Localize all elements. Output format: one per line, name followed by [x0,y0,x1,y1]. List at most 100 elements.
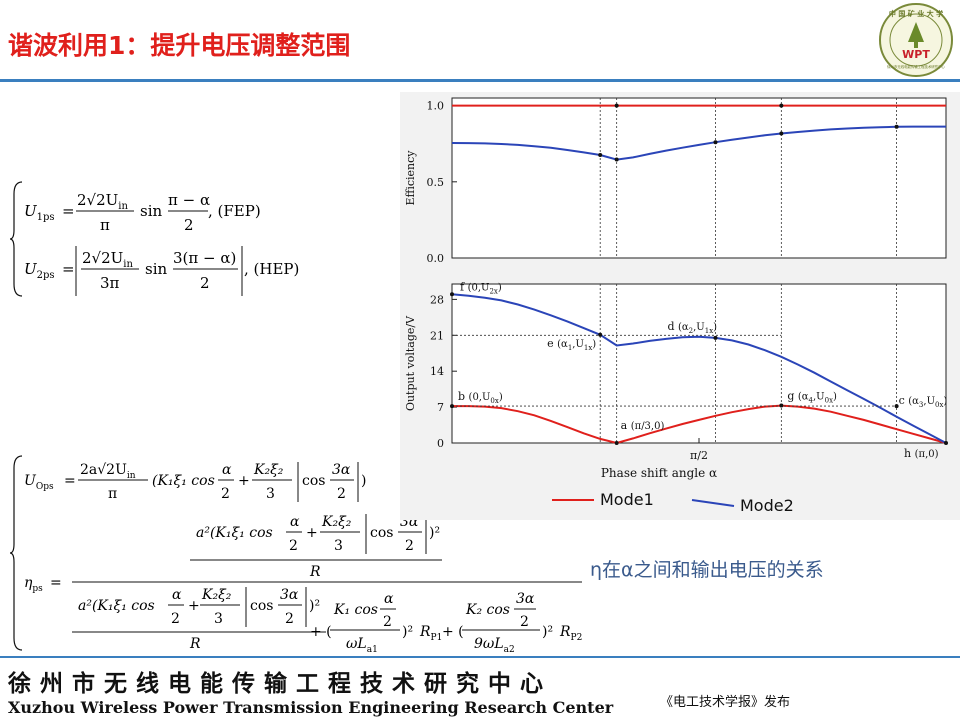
svg-text:RP1: RP1 [419,624,442,643]
rp2-sub: P2 [571,633,583,643]
svg-text:cos: cos [370,525,393,541]
efficiency-marker [894,124,899,129]
u1ps-arg-num: π − α [168,191,210,209]
svg-text:3: 3 [266,486,275,502]
u2ps-sub: 2ps [37,270,55,281]
svg-text:K₁ cos: K₁ cos [333,602,378,618]
svg-text:)²: )² [309,598,320,614]
rp1-sub: P1 [431,633,443,643]
vol-series-mode2 [451,293,947,444]
vol-ylabel: Output voltage/V [404,315,417,411]
rp1: R [419,624,431,640]
svg-text:)²: )² [402,624,413,640]
svg-text:2: 2 [285,611,294,627]
voltage-equations: U1ps = 2√2Uin π sin π − α 2 , (FEP) U2ps… [10,181,299,297]
voltage-annotation-e: e (α1,U1x) [547,337,596,352]
logo-top-text: 中 国 矿 业 大 学 [889,9,943,18]
u2ps-symbol: U [24,260,38,278]
u2ps-coef: 2√2U [82,249,123,267]
u1ps-fn: sin [140,202,162,220]
legend-label-mode2: Mode2 [740,496,794,515]
chart-caption: η在α之间和输出电压的关系 [590,559,824,581]
eff-plot-frame [451,97,947,259]
u2ps-den: 3π [100,274,120,292]
legend-swatch-mode2 [691,499,735,507]
svg-text:2: 2 [337,486,346,502]
svg-text:9ωLa2: 9ωLa2 [474,636,515,655]
svg-text:K₂ξ₂: K₂ξ₂ [321,514,352,530]
voltage-annotation-g: g (α4,U0x) [787,390,837,405]
voltage-point-e [598,332,603,337]
vol-ytick-label: 28 [430,293,444,306]
vol-ytick-label: 21 [430,329,444,342]
svg-text:2: 2 [221,486,230,502]
svg-text:2: 2 [520,614,529,630]
publisher-note: 《电工技术学报》发布 [660,695,791,710]
u1ps-tag: , (FEP) [208,202,261,220]
voltage-annotation-d: d (α2,U1x) [667,320,717,335]
u1ps-arg-den: 2 [184,216,194,234]
eff-ylabel: Efficiency [404,150,417,206]
efficiency-marker [779,131,784,136]
svg-text:)²: )² [542,624,553,640]
logo-badge: WPT [902,48,930,61]
svg-text:α: α [222,462,232,478]
svg-text:2: 2 [405,538,414,554]
svg-text:3: 3 [214,611,223,627]
voltage-point-d [713,335,718,340]
svg-text:3α: 3α [516,591,535,607]
efficiency-equations: UOps = 2a√2Uin π (K₁ξ₁ cos α 2 + K₂ξ₂ 3 … [10,455,583,655]
svg-text:+: + [306,525,318,541]
svg-text:α: α [290,514,300,530]
svg-text:U1ps: U1ps [24,202,55,223]
voltage-point-c [894,404,899,409]
voltage-annotation-b: b (0,U0x) [458,390,503,405]
efficiency-voltage-chart: 0.0 0.5 1.0 Efficiency 0 7 14 21 28 Output volta… [400,92,960,520]
university-logo: 中 国 矿 业 大 学 WPT 徐州市无线电能传输工程技术研究中心 [879,3,953,77]
uops-den: π [108,486,117,502]
wla1-sub: a1 [367,645,378,655]
svg-text:(K₁ξ₁ cos: (K₁ξ₁ cos [152,473,215,489]
eta-den-R: R [189,636,201,652]
svg-text:UOps: UOps [24,473,54,492]
svg-text:3: 3 [334,538,343,554]
svg-text:2: 2 [171,611,180,627]
u2ps-coef-sub: in [123,259,133,270]
u2ps-tag: , (HEP) [244,260,299,278]
u1ps-equals: = [62,202,75,220]
uops-symbol: U [24,473,37,489]
vol-series-mode1 [452,404,947,445]
logo-ring-text: 徐州市无线电能传输工程技术研究中心 [887,64,945,69]
svg-text:U2ps: U2ps [24,260,55,281]
svg-text:2a√2Uin: 2a√2Uin [80,462,136,481]
uops-num: 2a√2U [80,462,127,478]
eff-ytick-label: 0.0 [427,252,445,265]
voltage-xtick-label: π/2 [690,449,708,462]
voltage-point-a [614,441,619,445]
eff-series-mode2 [451,125,946,161]
voltage-panel: 0 7 14 21 28 Output voltage/V π/2 Phase shift a… [404,280,949,480]
svg-text:α: α [384,591,394,607]
svg-text:2√2Uin: 2√2Uin [77,191,128,212]
footer-chinese-name: 徐州市无线电能传输工程技术研究中心 [8,670,552,697]
svg-text:K₂ξ₂: K₂ξ₂ [253,462,284,478]
efficiency-marker [779,103,784,108]
u1ps-coef-sub: in [118,201,128,212]
eta-equals: = [50,575,62,591]
page-title: 谐波利用1：提升电压调整范围 [8,31,351,60]
efficiency-marker [598,152,603,157]
efficiency-panel: 0.0 0.5 1.0 Efficiency [404,97,947,265]
voltage-point-f [450,292,454,297]
eff-ytick-label: 1.0 [427,100,445,113]
voltage-point-h [944,441,949,445]
u2ps-equals: = [62,260,75,278]
svg-text:2: 2 [289,538,298,554]
eta-num-R: R [309,564,321,580]
footer-english-name: Xuzhou Wireless Power Transmission Engin… [8,698,614,717]
tower-icon [908,22,924,42]
wla1: ωL [346,636,367,652]
voltage-annotation-f: f (0,U2x) [460,280,502,295]
u2ps-fn: sin [145,260,167,278]
efficiency-marker [614,103,619,108]
uops-sub: Ops [36,482,54,492]
